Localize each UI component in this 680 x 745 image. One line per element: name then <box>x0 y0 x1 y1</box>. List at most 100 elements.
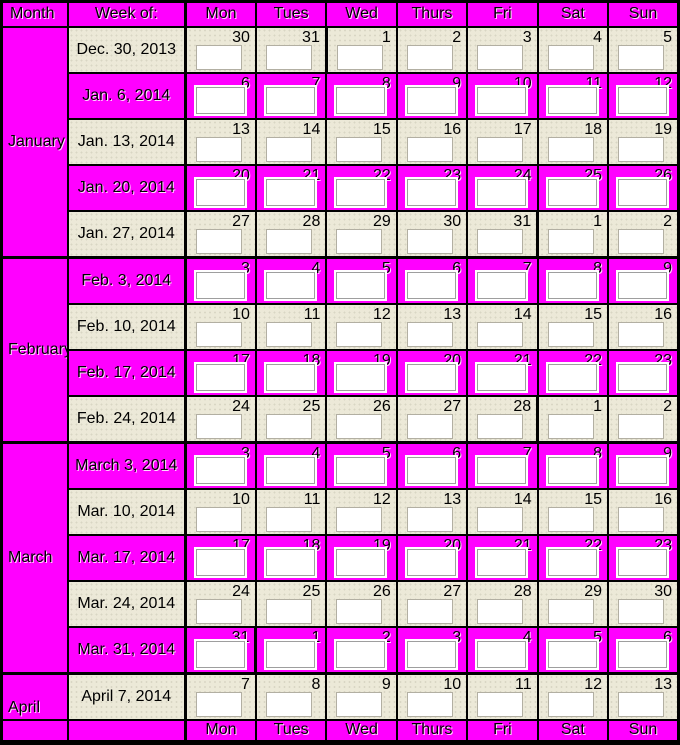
entry-box[interactable] <box>547 136 594 162</box>
entry-box[interactable] <box>406 44 453 70</box>
entry-box[interactable] <box>196 456 245 484</box>
entry-box[interactable] <box>336 506 383 532</box>
entry-box[interactable] <box>547 363 597 391</box>
entry-box[interactable] <box>406 136 453 162</box>
entry-box[interactable] <box>618 691 665 717</box>
entry-box[interactable] <box>406 640 456 668</box>
entry-box[interactable] <box>336 363 386 391</box>
entry-box[interactable] <box>547 640 597 668</box>
entry-box[interactable] <box>547 86 597 114</box>
entry-box[interactable] <box>547 598 594 624</box>
entry-box[interactable] <box>548 228 595 254</box>
entry-box[interactable] <box>265 136 312 162</box>
entry-box[interactable] <box>336 44 383 70</box>
entry-box[interactable] <box>265 548 315 576</box>
entry-box[interactable] <box>196 86 245 114</box>
entry-box[interactable] <box>196 413 242 439</box>
entry-box[interactable] <box>336 413 383 439</box>
entry-box[interactable] <box>406 228 453 254</box>
entry-box[interactable] <box>196 44 242 70</box>
entry-box[interactable] <box>477 548 527 576</box>
entry-box[interactable] <box>477 413 524 439</box>
entry-box[interactable] <box>265 228 312 254</box>
entry-box[interactable] <box>336 136 383 162</box>
entry-box[interactable] <box>196 548 245 576</box>
entry-box[interactable] <box>477 86 527 114</box>
entry-box[interactable] <box>406 598 453 624</box>
entry-box[interactable] <box>196 691 242 717</box>
entry-box[interactable] <box>406 456 456 484</box>
entry-box[interactable] <box>618 321 665 347</box>
entry-box[interactable] <box>618 506 665 532</box>
entry-box[interactable] <box>618 363 668 391</box>
entry-box[interactable] <box>336 598 383 624</box>
entry-box[interactable] <box>406 321 453 347</box>
entry-box[interactable] <box>618 86 668 114</box>
entry-box[interactable] <box>336 640 386 668</box>
entry-box[interactable] <box>406 548 456 576</box>
entry-box[interactable] <box>406 178 456 206</box>
entry-box[interactable] <box>618 44 665 70</box>
entry-box[interactable] <box>548 413 595 439</box>
entry-box[interactable] <box>477 456 527 484</box>
entry-box[interactable] <box>336 321 383 347</box>
entry-box[interactable] <box>618 548 668 576</box>
entry-box[interactable] <box>547 548 597 576</box>
entry-box[interactable] <box>406 363 456 391</box>
entry-box[interactable] <box>618 456 668 484</box>
entry-box[interactable] <box>547 44 594 70</box>
entry-box[interactable] <box>265 178 315 206</box>
entry-box[interactable] <box>336 456 386 484</box>
entry-box[interactable] <box>196 363 245 391</box>
entry-box[interactable] <box>618 598 665 624</box>
entry-box[interactable] <box>618 271 668 299</box>
entry-box[interactable] <box>336 86 386 114</box>
entry-box[interactable] <box>265 44 312 70</box>
entry-box[interactable] <box>196 506 242 532</box>
entry-box[interactable] <box>406 86 456 114</box>
entry-box[interactable] <box>618 413 665 439</box>
entry-box[interactable] <box>336 548 386 576</box>
entry-box[interactable] <box>477 178 527 206</box>
entry-box[interactable] <box>336 178 386 206</box>
entry-box[interactable] <box>336 691 383 717</box>
entry-box[interactable] <box>196 178 245 206</box>
entry-box[interactable] <box>477 506 524 532</box>
entry-box[interactable] <box>477 363 527 391</box>
entry-box[interactable] <box>406 413 453 439</box>
entry-box[interactable] <box>547 506 594 532</box>
entry-box[interactable] <box>406 506 453 532</box>
entry-box[interactable] <box>477 44 524 70</box>
entry-box[interactable] <box>477 640 527 668</box>
entry-box[interactable] <box>618 136 665 162</box>
entry-box[interactable] <box>336 271 386 299</box>
entry-box[interactable] <box>196 271 245 299</box>
entry-box[interactable] <box>477 691 524 717</box>
entry-box[interactable] <box>196 228 242 254</box>
entry-box[interactable] <box>618 178 668 206</box>
entry-box[interactable] <box>477 136 524 162</box>
entry-box[interactable] <box>547 321 594 347</box>
entry-box[interactable] <box>196 598 242 624</box>
entry-box[interactable] <box>618 228 665 254</box>
entry-box[interactable] <box>477 321 524 347</box>
entry-box[interactable] <box>265 86 315 114</box>
entry-box[interactable] <box>265 691 312 717</box>
entry-box[interactable] <box>265 271 315 299</box>
entry-box[interactable] <box>265 456 315 484</box>
entry-box[interactable] <box>547 178 597 206</box>
entry-box[interactable] <box>265 598 312 624</box>
entry-box[interactable] <box>265 413 312 439</box>
entry-box[interactable] <box>547 691 594 717</box>
entry-box[interactable] <box>266 640 316 668</box>
entry-box[interactable] <box>618 640 668 668</box>
entry-box[interactable] <box>477 598 524 624</box>
entry-box[interactable] <box>547 456 597 484</box>
entry-box[interactable] <box>477 228 524 254</box>
entry-box[interactable] <box>406 691 453 717</box>
entry-box[interactable] <box>196 640 245 668</box>
entry-box[interactable] <box>547 271 597 299</box>
entry-box[interactable] <box>265 321 312 347</box>
entry-box[interactable] <box>265 506 312 532</box>
entry-box[interactable] <box>196 321 242 347</box>
